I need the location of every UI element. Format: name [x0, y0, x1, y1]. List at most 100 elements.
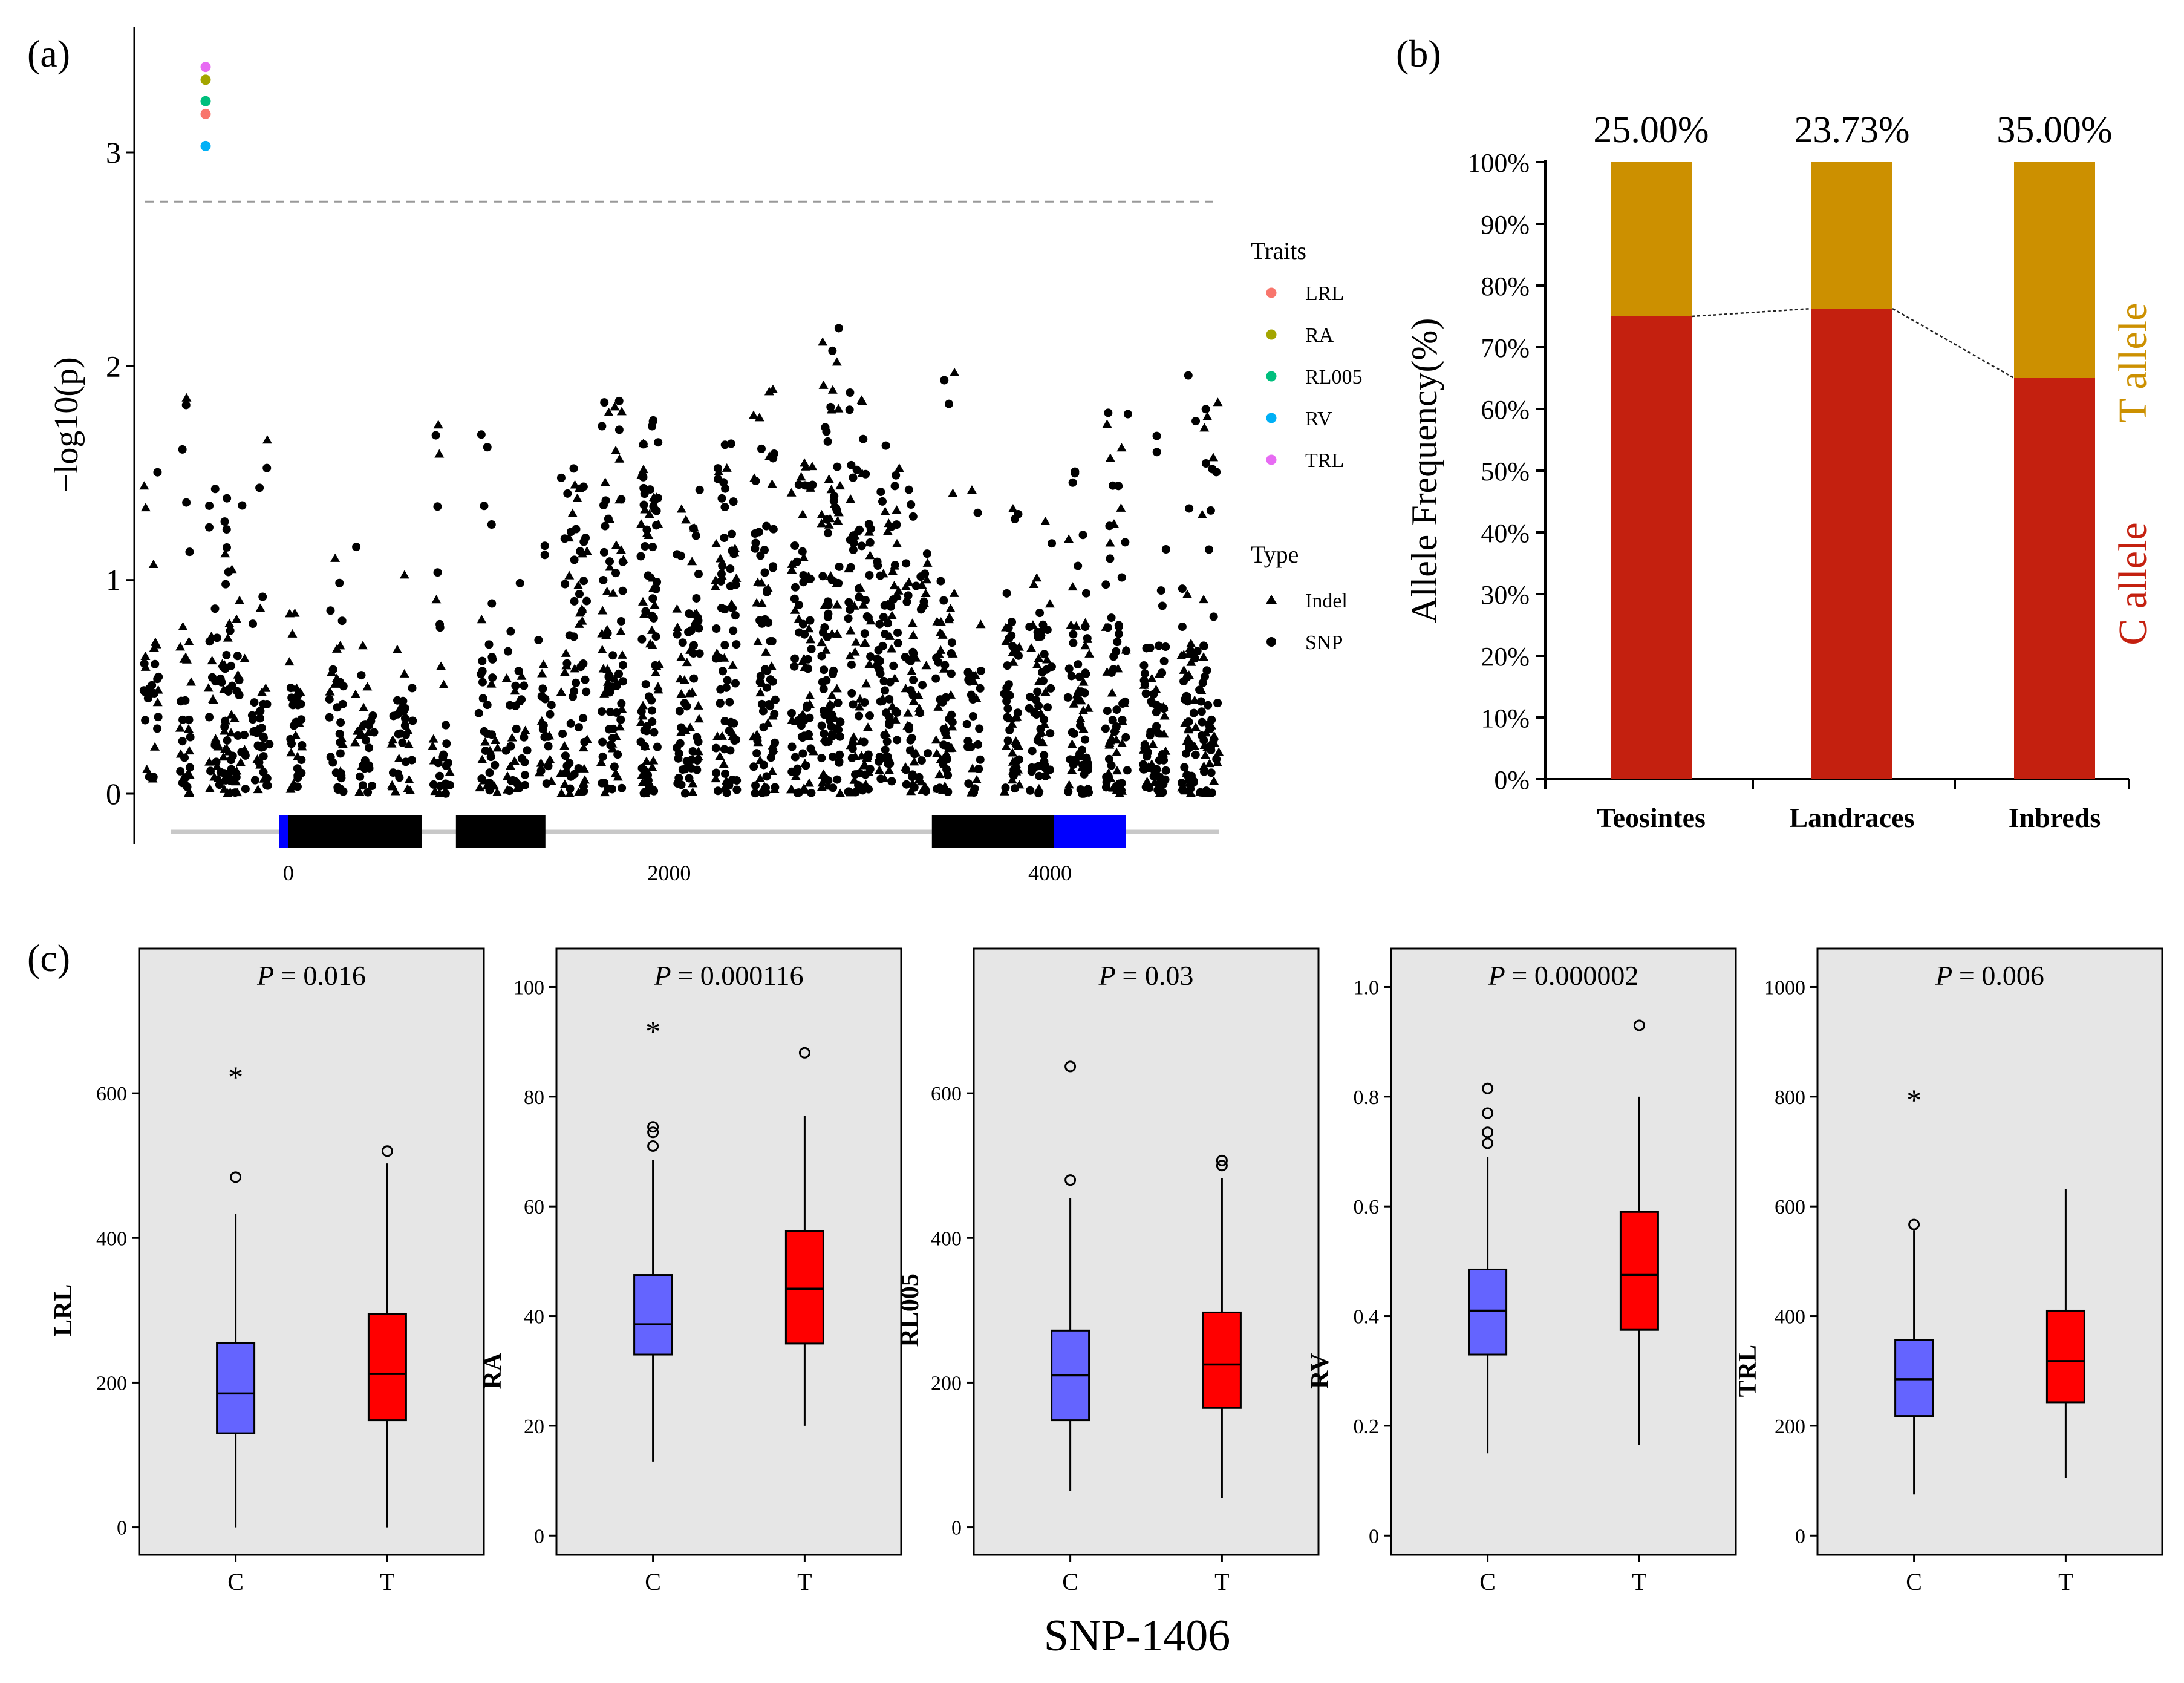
snp-point: [598, 707, 607, 716]
indel-point: [945, 604, 956, 613]
legend-label-t-allele: T allele: [2111, 303, 2155, 423]
snp-point: [846, 605, 855, 614]
indel-point: [1075, 713, 1086, 722]
snp-point: [720, 641, 729, 650]
snp-point: [731, 611, 740, 620]
indel-point: [910, 690, 920, 699]
outlier-point: [1482, 1126, 1494, 1139]
indel-point: [150, 742, 160, 751]
snp-point: [862, 612, 872, 621]
snp-point: [1212, 754, 1221, 763]
snp-point: [1084, 763, 1093, 772]
indel-point: [1078, 705, 1089, 714]
snp-point: [729, 497, 738, 506]
box-c: [216, 1342, 256, 1434]
snp-point: [717, 494, 726, 503]
snp-point: [1081, 589, 1090, 598]
snp-point: [210, 740, 220, 750]
snp-point: [1002, 589, 1011, 598]
indel-point: [787, 565, 797, 574]
snp-point: [916, 572, 925, 581]
indel-point: [207, 656, 217, 665]
bar-t-allele-teosintes: [1611, 162, 1692, 316]
indel-point: [1185, 643, 1195, 652]
indel-point: [901, 762, 911, 771]
snp-point: [241, 785, 250, 794]
snp-point: [846, 388, 855, 397]
snp-point: [1014, 651, 1023, 660]
y-axis-label: −log10(p): [48, 357, 85, 492]
snp-point: [572, 678, 581, 687]
indel-point: [857, 468, 867, 477]
indel-point: [181, 777, 191, 786]
snp-point: [636, 552, 645, 561]
indel-point: [614, 454, 625, 463]
snp-point: [827, 732, 836, 741]
indel-point: [564, 533, 574, 542]
snp-point: [908, 773, 917, 782]
indel-point: [766, 661, 777, 670]
snp-point: [579, 714, 588, 723]
indel-point: [1185, 788, 1196, 797]
snp-point: [1200, 672, 1209, 681]
indel-point: [1214, 747, 1224, 756]
indel-point: [536, 716, 547, 725]
indel-point: [864, 659, 875, 668]
snp-point: [731, 679, 740, 688]
legend-swatch-indel: [1266, 595, 1277, 604]
indel-point: [287, 629, 298, 638]
indel-point: [971, 775, 982, 784]
snp-point: [680, 789, 689, 798]
snp-point: [1143, 752, 1152, 761]
indel-point: [651, 661, 662, 670]
snp-point: [568, 692, 577, 701]
snp-point: [1010, 515, 1019, 524]
indel-point: [1108, 783, 1118, 792]
indel-point: [1116, 503, 1126, 512]
snp-point: [582, 596, 592, 606]
indel-point: [175, 749, 186, 758]
indel-point: [1073, 750, 1083, 759]
indel-point: [218, 752, 229, 761]
indel-point: [399, 570, 409, 579]
snp-point: [1003, 736, 1012, 745]
snp-point: [917, 756, 926, 765]
snp-point: [1161, 766, 1170, 775]
snp-point: [820, 623, 829, 632]
indel-point: [227, 564, 237, 574]
snp-point: [1112, 722, 1121, 731]
indel-point: [1198, 652, 1208, 661]
indel-point: [1083, 703, 1094, 712]
legend-swatch-lrl: [1266, 287, 1277, 298]
indel-point: [610, 674, 620, 683]
indel-point: [602, 624, 612, 633]
legend-label-c-allele: C allele: [2111, 522, 2155, 645]
indel-point: [647, 625, 657, 634]
indel-point: [907, 666, 917, 675]
snp-point: [537, 691, 546, 701]
snp-point: [654, 438, 663, 447]
y-tick-label: 20: [524, 1416, 544, 1438]
snp-point: [881, 629, 890, 638]
boxplot-rv: P = 0.000002 0 0.2 0.4 0.6 0.8 1.0 RV C T: [1306, 947, 1737, 1595]
indel-point: [884, 765, 895, 774]
snp-point: [286, 734, 295, 743]
x-tick-label-t: T: [1632, 1568, 1646, 1595]
snp-point: [835, 562, 844, 571]
snp-point: [1193, 647, 1202, 656]
snp-point: [365, 743, 374, 753]
indel-point: [428, 741, 438, 750]
indel-point: [544, 731, 555, 740]
indel-point: [226, 710, 236, 719]
indel-point: [613, 772, 623, 781]
snp-point: [1074, 660, 1083, 669]
y-axis-label: RV: [1306, 1353, 1334, 1389]
snp-point: [792, 557, 801, 566]
indel-point: [764, 387, 774, 396]
x-axis-label-snp: SNP-1406: [1044, 1611, 1230, 1661]
indel-point: [220, 744, 230, 753]
indel-point: [513, 696, 523, 705]
snp-point: [178, 737, 187, 746]
snp-point: [1161, 642, 1170, 652]
